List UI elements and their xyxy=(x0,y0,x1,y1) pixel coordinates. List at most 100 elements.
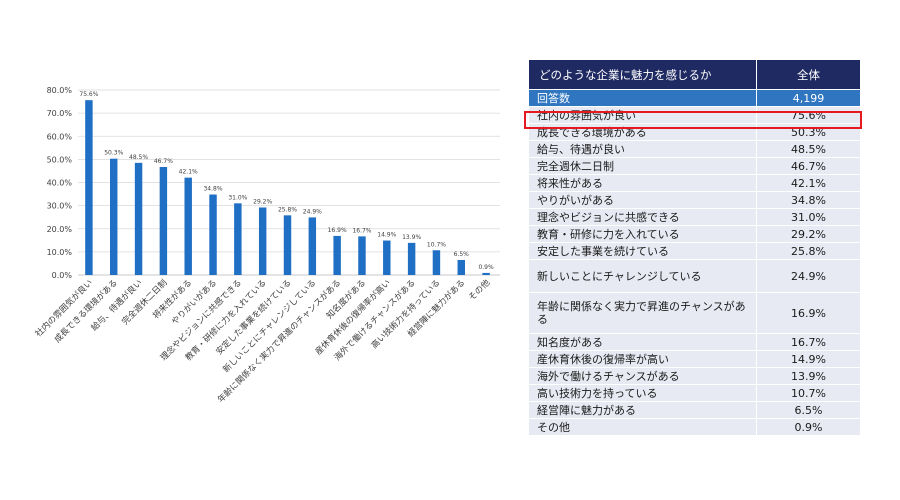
row-value: 13.9% xyxy=(756,367,861,385)
row-label: 社内の雰囲気が良い xyxy=(528,106,757,124)
data-label: 10.7% xyxy=(427,241,446,248)
bar xyxy=(482,272,490,275)
data-label: 24.9% xyxy=(303,208,322,215)
table-row: 安定した事業を続けている 25.8% xyxy=(528,242,861,260)
table-row: 経営陣に魅力がある 6.5% xyxy=(528,401,861,419)
data-label: 75.6% xyxy=(79,91,98,98)
row-value: 31.0% xyxy=(756,208,861,226)
bar xyxy=(358,236,366,275)
row-label: 海外で働けるチャンスがある xyxy=(528,367,757,385)
y-tick-label: 80.0% xyxy=(47,86,73,95)
y-tick-label: 20.0% xyxy=(47,225,73,234)
row-value: 10.7% xyxy=(756,384,861,402)
data-label: 16.9% xyxy=(328,227,347,234)
bar-chart: 0.0% 10.0% 20.0% 30.0% 40.0% 50.0% 60.0% 70.0% 8… xyxy=(33,86,500,405)
data-label: 34.8% xyxy=(203,186,222,193)
count-row: 回答数 4,199 xyxy=(528,89,861,107)
table-row: 新しいことにチャレンジしている 24.9% xyxy=(528,259,861,293)
data-label: 16.7% xyxy=(352,227,371,234)
table-row: 年齢に関係なく実力で昇進のチャンスがある 16.9% xyxy=(528,292,861,334)
bar xyxy=(308,217,317,275)
data-label: 13.9% xyxy=(402,234,421,241)
bar xyxy=(234,203,242,275)
y-tick-label: 60.0% xyxy=(47,132,73,141)
data-labels: 75.6% 50.3% 48.5% 46.7% 42.1% 34.8% 31.0% 29.2%… xyxy=(79,91,494,271)
table-row: その他 0.9% xyxy=(528,418,861,436)
row-value: 48.5% xyxy=(756,140,861,158)
table-row: 成長できる環境がある 50.3% xyxy=(528,123,861,141)
data-label: 0.9% xyxy=(478,264,494,271)
chart-bars xyxy=(85,100,490,275)
row-value: 34.8% xyxy=(756,191,861,209)
y-tick-label: 0.0% xyxy=(52,271,73,280)
row-label: やりがいがある xyxy=(528,191,757,209)
data-label: 48.5% xyxy=(129,154,148,161)
data-label: 29.2% xyxy=(253,198,272,205)
table-body: 回答数 4,199 社内の雰囲気が良い 75.6% 成長できる環境がある 50.3% 給… xyxy=(528,89,861,436)
data-label: 46.7% xyxy=(154,158,173,165)
row-label: 高い技術力を持っている xyxy=(528,384,757,402)
row-value: 0.9% xyxy=(756,418,861,436)
row-label: 新しいことにチャレンジしている xyxy=(528,259,757,293)
row-label: 成長できる環境がある xyxy=(528,123,757,141)
bar xyxy=(258,207,267,275)
bar xyxy=(283,215,292,275)
bar xyxy=(159,167,168,275)
bar xyxy=(134,162,143,275)
x-tick-label: その他 xyxy=(466,277,492,303)
row-value: 25.8% xyxy=(756,242,861,260)
count-label: 回答数 xyxy=(528,89,757,107)
data-label: 50.3% xyxy=(104,150,123,157)
data-label: 42.1% xyxy=(179,169,198,176)
table-row: 産休育休後の復帰率が高い 14.9% xyxy=(528,350,861,368)
row-label: 給与、待遇が良い xyxy=(528,140,757,158)
table-header-question: どのような企業に魅力を感じるか xyxy=(528,59,757,90)
bar xyxy=(333,235,341,275)
x-axis: 社内の雰囲気が良い成長できる環境がある給与、待遇が良い完全週休二日制将来性がある… xyxy=(33,277,492,405)
row-value: 14.9% xyxy=(756,350,861,368)
table-row: 完全週休二日制 46.7% xyxy=(528,157,861,175)
table-row: 理念やビジョンに共感できる 31.0% xyxy=(528,208,861,226)
count-value: 4,199 xyxy=(756,89,861,107)
data-label: 31.0% xyxy=(228,194,247,201)
data-label: 6.5% xyxy=(454,251,470,258)
row-value: 29.2% xyxy=(756,225,861,243)
row-value: 16.7% xyxy=(756,333,861,351)
y-tick-label: 50.0% xyxy=(47,155,73,164)
row-label: 理念やビジョンに共感できる xyxy=(528,208,757,226)
bar xyxy=(209,194,217,275)
results-table: どのような企業に魅力を感じるか 全体 回答数 4,199 社内の雰囲気が良い 75… xyxy=(528,59,861,436)
bar xyxy=(432,250,441,275)
row-label: 教育・研修に力を入れている xyxy=(528,225,757,243)
row-value: 46.7% xyxy=(756,157,861,175)
table-row: 知名度がある 16.7% xyxy=(528,333,861,351)
bar xyxy=(457,259,465,275)
table-row: 海外で働けるチャンスがある 13.9% xyxy=(528,367,861,385)
row-label: 将来性がある xyxy=(528,174,757,192)
bar xyxy=(110,158,118,275)
table-row: 給与、待遇が良い 48.5% xyxy=(528,140,861,158)
row-label: 年齢に関係なく実力で昇進のチャンスがある xyxy=(528,292,757,334)
table-row: 教育・研修に力を入れている 29.2% xyxy=(528,225,861,243)
row-label: 完全週休二日制 xyxy=(528,157,757,175)
table-header-row: どのような企業に魅力を感じるか 全体 xyxy=(528,59,861,90)
bar xyxy=(383,240,391,275)
bar xyxy=(184,177,192,275)
y-tick-label: 70.0% xyxy=(47,109,73,118)
chart-gridlines xyxy=(78,89,500,276)
table-header-total: 全体 xyxy=(756,59,861,90)
table-row: 将来性がある 42.1% xyxy=(528,174,861,192)
y-tick-label: 40.0% xyxy=(47,179,73,188)
table-row: 社内の雰囲気が良い 75.6% xyxy=(528,106,861,124)
row-value: 75.6% xyxy=(756,106,861,124)
row-label: その他 xyxy=(528,418,757,436)
row-value: 50.3% xyxy=(756,123,861,141)
row-value: 42.1% xyxy=(756,174,861,192)
row-value: 24.9% xyxy=(756,259,861,293)
y-tick-label: 10.0% xyxy=(47,248,73,257)
row-label: 知名度がある xyxy=(528,333,757,351)
table-row: 高い技術力を持っている 10.7% xyxy=(528,384,861,402)
row-label: 産休育休後の復帰率が高い xyxy=(528,350,757,368)
row-value: 16.9% xyxy=(756,292,861,334)
row-label: 経営陣に魅力がある xyxy=(528,401,757,419)
